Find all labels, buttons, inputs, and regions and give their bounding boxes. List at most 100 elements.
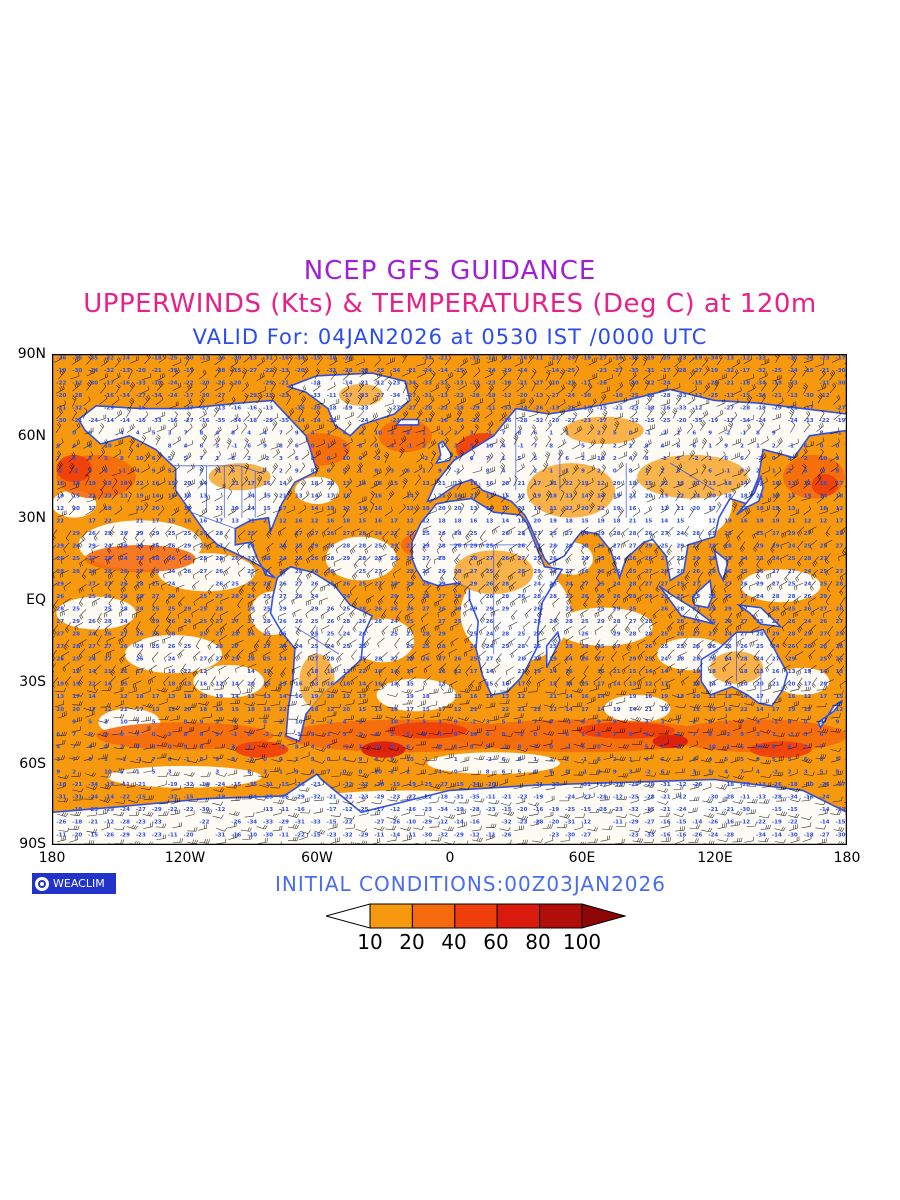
- svg-text:17: 17: [836, 481, 844, 487]
- svg-text:25: 25: [533, 619, 541, 625]
- svg-text:-27: -27: [581, 832, 591, 838]
- svg-text:27: 27: [104, 581, 112, 587]
- svg-text:-25: -25: [359, 807, 369, 813]
- svg-text:26: 26: [661, 606, 669, 612]
- svg-text:14: 14: [597, 494, 605, 500]
- svg-text:6: 6: [56, 732, 60, 738]
- svg-text:26: 26: [804, 594, 812, 600]
- svg-text:-28: -28: [470, 393, 480, 399]
- svg-text:2: 2: [613, 757, 617, 763]
- svg-text:-11: -11: [486, 406, 496, 412]
- svg-text:-33: -33: [645, 832, 655, 838]
- svg-text:8: 8: [295, 744, 299, 750]
- svg-text:29: 29: [772, 544, 780, 550]
- svg-text:14: 14: [152, 494, 160, 500]
- svg-text:26: 26: [247, 632, 255, 638]
- svg-text:21: 21: [549, 481, 557, 487]
- svg-text:-28: -28: [597, 807, 607, 813]
- svg-text:2: 2: [247, 744, 251, 750]
- svg-text:0: 0: [152, 732, 156, 738]
- svg-text:19: 19: [327, 506, 335, 512]
- svg-text:26: 26: [215, 569, 223, 575]
- svg-text:-27: -27: [597, 356, 607, 362]
- svg-text:-1: -1: [295, 732, 301, 738]
- svg-text:28: 28: [470, 644, 478, 650]
- svg-text:-31: -31: [565, 820, 575, 826]
- svg-text:-16: -16: [661, 820, 671, 826]
- weaclim-logo-icon: [35, 876, 49, 891]
- svg-text:14: 14: [740, 481, 748, 487]
- svg-text:4: 4: [645, 757, 649, 763]
- svg-text:18: 18: [438, 519, 446, 525]
- svg-text:24: 24: [756, 594, 764, 600]
- svg-text:20: 20: [200, 694, 208, 700]
- svg-text:25: 25: [200, 632, 208, 638]
- svg-text:25: 25: [724, 556, 732, 562]
- svg-text:27: 27: [772, 657, 780, 663]
- svg-text:5: 5: [788, 456, 792, 462]
- svg-text:0: 0: [533, 732, 537, 738]
- svg-text:-24: -24: [88, 795, 98, 801]
- svg-text:9: 9: [200, 719, 204, 725]
- svg-text:7: 7: [327, 770, 331, 776]
- svg-text:-20: -20: [311, 406, 321, 412]
- svg-text:-17: -17: [597, 418, 607, 424]
- svg-text:1: 1: [533, 757, 537, 763]
- svg-text:25: 25: [549, 581, 557, 587]
- svg-text:16: 16: [295, 694, 303, 700]
- svg-text:-2: -2: [327, 719, 333, 725]
- svg-text:2: 2: [359, 732, 363, 738]
- svg-text:18: 18: [311, 707, 319, 713]
- svg-text:28: 28: [295, 569, 303, 575]
- svg-text:13: 13: [343, 669, 351, 675]
- svg-text:6: 6: [200, 443, 204, 449]
- svg-text:19: 19: [56, 494, 64, 500]
- svg-text:17: 17: [88, 519, 96, 525]
- svg-text:-22: -22: [184, 807, 194, 813]
- svg-text:1: 1: [247, 719, 251, 725]
- svg-text:-11: -11: [120, 782, 130, 788]
- svg-text:16: 16: [374, 669, 382, 675]
- svg-text:28: 28: [486, 594, 494, 600]
- svg-text:16: 16: [327, 682, 335, 688]
- svg-text:-20: -20: [549, 418, 559, 424]
- svg-text:-26: -26: [820, 782, 830, 788]
- svg-text:2: 2: [692, 719, 696, 725]
- svg-text:-2: -2: [724, 732, 730, 738]
- svg-text:6: 6: [661, 757, 665, 763]
- svg-text:7: 7: [184, 431, 188, 437]
- svg-text:3: 3: [56, 757, 60, 763]
- svg-text:-32: -32: [502, 820, 512, 826]
- svg-text:-26: -26: [692, 782, 702, 788]
- svg-text:14: 14: [406, 669, 414, 675]
- svg-text:0: 0: [772, 456, 776, 462]
- y-label-90s: 90S: [19, 836, 46, 852]
- svg-text:-1: -1: [565, 744, 571, 750]
- svg-text:12: 12: [518, 494, 526, 500]
- svg-text:8: 8: [247, 770, 251, 776]
- svg-text:-18: -18: [311, 381, 321, 387]
- svg-text:-12: -12: [677, 795, 687, 801]
- svg-text:22: 22: [279, 707, 287, 713]
- svg-text:10: 10: [104, 443, 112, 449]
- svg-text:-19: -19: [406, 782, 416, 788]
- svg-text:1: 1: [708, 443, 712, 449]
- svg-text:26: 26: [565, 544, 573, 550]
- svg-text:-23: -23: [518, 795, 528, 801]
- svg-text:9: 9: [613, 719, 617, 725]
- svg-text:18: 18: [692, 682, 700, 688]
- svg-text:8: 8: [406, 431, 410, 437]
- svg-text:8: 8: [104, 468, 108, 474]
- svg-text:28: 28: [152, 556, 160, 562]
- svg-text:-19: -19: [502, 368, 512, 374]
- svg-text:28: 28: [549, 544, 557, 550]
- svg-text:5: 5: [470, 443, 474, 449]
- svg-text:9: 9: [56, 443, 60, 449]
- svg-text:21: 21: [756, 494, 764, 500]
- svg-text:-24: -24: [677, 807, 687, 813]
- svg-text:-26: -26: [215, 356, 225, 362]
- svg-text:26: 26: [692, 569, 700, 575]
- svg-text:6: 6: [581, 744, 585, 750]
- chart-title: NCEP GFS GUIDANCE: [303, 256, 597, 286]
- svg-text:8: 8: [820, 431, 824, 437]
